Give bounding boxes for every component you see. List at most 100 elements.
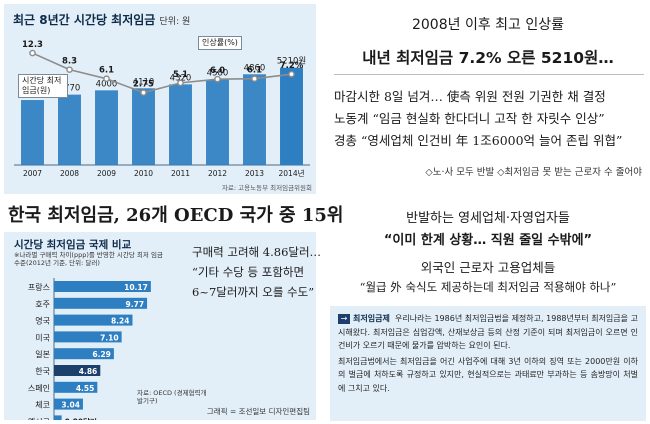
rate-value-label: 6.0 (210, 66, 225, 76)
wage-bar-value-label: 5210원 (277, 57, 306, 67)
oecd-country-label: 한국 (35, 367, 50, 376)
wage-x-tick-label: 2013 (245, 169, 264, 178)
oecd-country-label: 멕시코 (28, 416, 50, 420)
rate-point (214, 75, 221, 83)
wage-bar (169, 84, 192, 165)
wage-bar (132, 88, 155, 165)
rate-value-label: 6.1 (99, 66, 114, 76)
rate-point (140, 89, 147, 96)
rate-value-label: 5.1 (173, 70, 188, 80)
quote-line-3: 경총 “영세업체 인건비 年 1조6000억 늘어 존립 위협” (334, 133, 623, 148)
secondary-article-block: 반발하는 영세업체·자영업자들 “이미 한계 상황… 직원 줄일 수밖에” 외국… (330, 201, 646, 421)
secondary-sub-2: “월급 外 숙식도 제공하는데 최저임금 적용해야 하나” (359, 280, 617, 294)
rate-point (177, 79, 184, 87)
rate-point (66, 66, 73, 73)
rate-value-label: 2.75 (133, 80, 154, 90)
oecd-chart-note: 구매력 고려해 4.86달러… “기타 수당 등 포함하면 6~7달러까지 오를… (192, 242, 321, 302)
wage-series-callout: 시간당 최저임금(원) (18, 74, 68, 98)
wage-trend-chart-source: 자료: 고용노동부 최저임금위원회 (221, 184, 312, 192)
rate-value-label: 7.2% (280, 61, 304, 71)
definition-label: 최저임금제 (353, 314, 390, 323)
oecd-chart-source: 자료: OECD (경제협력개발기구) (137, 389, 207, 406)
wage-bar-value-label: 4860 (244, 63, 266, 73)
rate-value-label: 12.3 (22, 40, 43, 50)
oecd-bar (54, 381, 98, 393)
oecd-country-label: 스페인 (28, 383, 50, 393)
wage-x-tick-label: 2007 (23, 169, 42, 178)
oecd-chart-subtitle: ※나라별 구매력 차이(ppp)를 반영한 시간당 최저 임금 수준(2012년… (14, 251, 163, 268)
headline-divider (334, 74, 644, 75)
headline-secondary: 내년 최저임금 7.2% 오른 5210원… (362, 49, 614, 67)
secondary-headline-1: 반발하는 영세업체·자영업자들 (406, 211, 570, 226)
main-headline-block: 2008년 이후 최고 인상률 내년 최저임금 7.2% 오른 5210원… 마… (330, 4, 646, 194)
rate-point (29, 49, 36, 57)
rate-point (251, 75, 258, 83)
graphic-credit: 그래픽 = 조선일보 디자인편집팀 (206, 407, 310, 416)
secondary-sub-1: 외국인 근로자 고용업체들 (420, 260, 556, 275)
wage-x-tick-label: 2010 (134, 169, 153, 178)
wage-x-tick-label: 2009 (97, 169, 116, 178)
headline-primary: 2008년 이후 최고 인상률 (411, 17, 565, 33)
wage-bar-value-label: 4000 (96, 79, 118, 89)
oecd-country-label: 영국 (35, 316, 50, 326)
secondary-headline-2: “이미 한계 상황… 직원 줄일 수밖에” (383, 233, 593, 248)
wage-bar-value-label: 4580 (207, 69, 229, 79)
oecd-bar (54, 348, 114, 360)
quote-line-1: 마감시한 8일 넘겨… 使측 위원 전원 기권한 채 결정 (334, 89, 606, 104)
oecd-bar (54, 415, 62, 420)
wage-x-tick-label: 2012 (208, 169, 227, 178)
rate-point (103, 75, 110, 83)
rate-line (32, 52, 292, 94)
definition-paragraph-2: 최저임금법에서는 최저임금을 어긴 사업주에 대해 3년 이하의 징역 또는 2… (338, 356, 638, 393)
oecd-country-label: 체코 (35, 400, 50, 410)
oecd-bar-value-label: 4.55 (76, 384, 95, 393)
oecd-bar-value-label: 8.24 (111, 317, 130, 326)
oecd-comparison-chart: 프랑스 10.17 호주 9.77 영국 8.24 미국 7.10 일본 6.29 한국 4.86 스페… (4, 232, 321, 420)
wage-bar-value-label: 3770 (59, 84, 81, 94)
definition-box: → 최저임금제 우리나라는 1986년 최저임금법을 제정하고, 1988년부터 … (330, 306, 646, 421)
oecd-country-label: 호주 (35, 300, 50, 309)
oecd-bar-value-label: 0.80달러 (65, 416, 97, 420)
oecd-bar-value-label: 3.04 (61, 401, 80, 410)
wage-bar (21, 100, 44, 165)
oecd-country-label: 미국 (35, 333, 50, 342)
rate-value-label: 6.1 (247, 66, 262, 76)
quote-line-2: 노동계 “임금 현실화 한다더니 고작 한 자릿수 인상” (334, 111, 605, 126)
rate-point (288, 70, 295, 78)
oecd-bar-value-label: 6.29 (92, 350, 111, 359)
oecd-comparison-chart-canvas: 프랑스 10.17 호주 9.77 영국 8.24 미국 7.10 일본 6.29 한국 4.86 스페… (28, 278, 151, 420)
oecd-bar (54, 365, 101, 376)
definition-paragraph-1: → 최저임금제 우리나라는 1986년 최저임금법을 제정하고, 1988년부터 … (338, 312, 638, 353)
oecd-bar (54, 314, 133, 326)
definition-text: → 최저임금제 우리나라는 1986년 최저임금법을 제정하고, 1988년부터 … (338, 312, 638, 395)
oecd-bar (54, 398, 83, 410)
wage-bar (58, 94, 81, 165)
oecd-note-line-3: 6~7달러까지 오를 수도” (192, 285, 315, 299)
wage-x-tick-label: 2014년 (279, 168, 305, 178)
wage-trend-chart-title: 최근 8년간 시간당 최저임금 단위: 원 (13, 13, 191, 27)
oecd-chart-title: 시간당 최저임금 국제 비교 (14, 239, 132, 251)
wage-bar-value-label: 4320 (170, 73, 192, 83)
oecd-country-label: 일본 (35, 350, 50, 359)
oecd-country-label: 프랑스 (28, 282, 50, 292)
oecd-note-line-1: 구매력 고려해 4.86달러… (192, 245, 322, 259)
wage-bar (243, 74, 266, 165)
oecd-bar-value-label: 4.86 (79, 367, 98, 376)
rate-series-callout: 인상률(%) (198, 36, 242, 50)
oecd-bar-value-label: 10.17 (124, 283, 148, 292)
wage-bar (206, 79, 229, 165)
oecd-headline: 한국 최저임금, 26개 OECD 국가 중 15위 (8, 205, 344, 226)
arrow-right-icon: → (338, 314, 350, 324)
wage-x-tick-label: 2011 (171, 169, 190, 178)
wage-bar-value-label: 4110 (133, 77, 155, 87)
oecd-bar-value-label: 7.10 (100, 333, 119, 342)
wage-x-tick-label: 2008 (60, 169, 79, 178)
rate-value-label: 8.3 (62, 57, 77, 67)
oecd-bar (54, 281, 151, 292)
oecd-bar (54, 297, 148, 309)
wage-trend-chart-canvas: 3480200737702008400020094110201043202011… (14, 40, 310, 178)
wage-bar (280, 67, 303, 165)
oecd-bar (54, 331, 122, 343)
definition-para-1-text: 우리나라는 1986년 최저임금법을 제정하고, 1988년부터 최저임금을 고… (338, 314, 638, 350)
oecd-note-line-2: “기타 수당 등 포함하면 (192, 265, 305, 279)
